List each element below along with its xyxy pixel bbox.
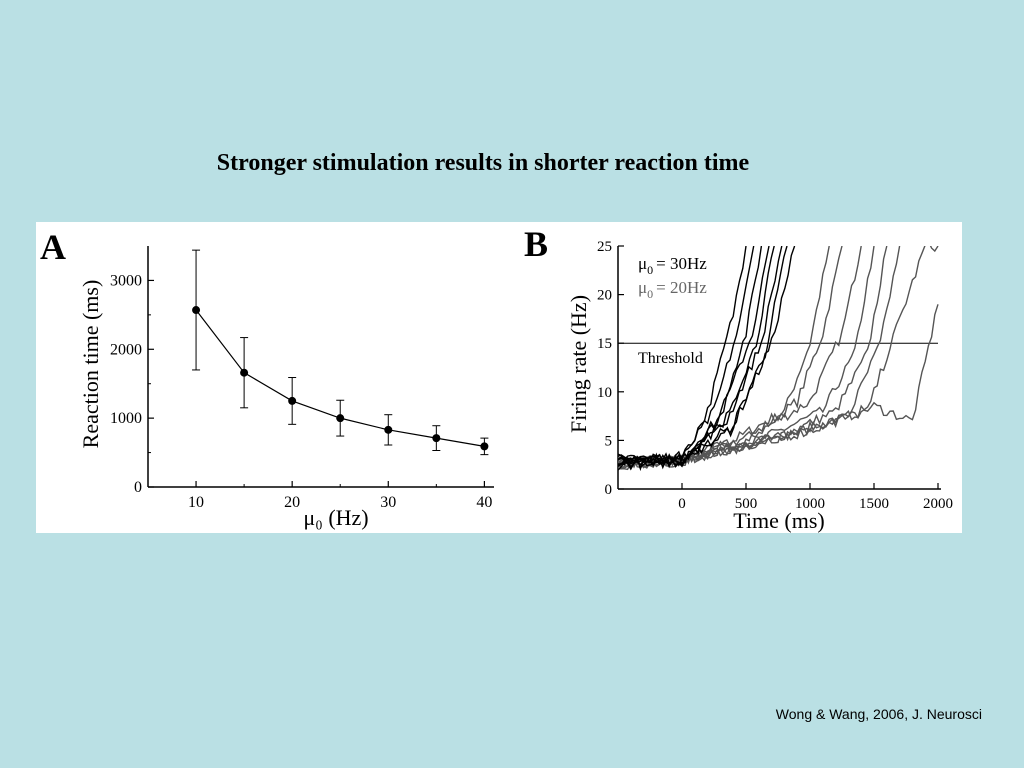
- legend-entry-30hz: μ0 = 30Hz: [638, 254, 707, 277]
- panel-b-y-tick-label: 5: [605, 433, 613, 449]
- panel-b-label: B: [524, 224, 548, 264]
- citation: Wong & Wang, 2006, J. Neurosci: [775, 706, 982, 722]
- panel-a-x-tick-label: 20: [284, 494, 300, 511]
- legend-entry-20hz: μ0 = 20Hz: [638, 278, 707, 301]
- panel-a-y-tick-label: 0: [134, 479, 142, 496]
- panel-b-x-tick-label: 2000: [923, 496, 953, 512]
- panel-a-data-point: [336, 414, 345, 423]
- panel-a-y-tick-label: 2000: [110, 341, 142, 358]
- panel-b-x-tick-label: 0: [678, 496, 686, 512]
- panel-a-y-tick-label: 1000: [110, 410, 142, 427]
- panel-a-x-tick-label: 40: [476, 494, 492, 511]
- panel-b-y-tick-label: 0: [605, 482, 613, 498]
- panel-a-data-point: [432, 434, 441, 443]
- panel-b-x-tick-label: 1000: [795, 496, 825, 512]
- panel-b-y-tick-label: 25: [597, 239, 612, 255]
- figure-svg: A Reaction time (ms) μ₀ (Hz) 10 20 30 40 0 10…: [40, 224, 953, 533]
- panel-a-chart: Reaction time (ms) μ₀ (Hz) 10 20 30 40 0 1000…: [78, 246, 494, 530]
- panel-a-label: A: [40, 227, 66, 267]
- threshold-label: Threshold: [638, 350, 703, 367]
- panel-b-ylabel: Firing rate (Hz): [566, 295, 591, 433]
- trace-30hz: [618, 246, 755, 466]
- trace-30hz: [618, 246, 788, 469]
- panel-a-data-point: [384, 425, 393, 434]
- panel-a-x-tick-label: 30: [380, 494, 396, 511]
- panel-b-xlabel: Time (ms): [733, 508, 824, 533]
- slide-title: Stronger stimulation results in shorter …: [216, 150, 750, 176]
- panel-a-xlabel: μ₀ (Hz): [303, 505, 368, 530]
- panel-a-data-point: [288, 396, 297, 405]
- figure-panel: A Reaction time (ms) μ₀ (Hz) 10 20 30 40 0 10…: [36, 222, 962, 533]
- trace-30hz: [618, 246, 783, 465]
- panel-b-y-tick-label: 15: [597, 336, 612, 352]
- panel-a-x-tick-label: 10: [188, 494, 204, 511]
- panel-a-data-point: [480, 442, 489, 451]
- panel-a-y-tick-label: 3000: [110, 272, 142, 289]
- trace-30hz: [618, 246, 796, 464]
- panel-a-ylabel: Reaction time (ms): [78, 280, 103, 449]
- panel-b-x-tick-label: 1500: [859, 496, 889, 512]
- panel-b-chart: Firing rate (Hz) Time (ms) Threshold μ0 =…: [566, 239, 953, 533]
- panel-b-y-tick-label: 10: [597, 385, 612, 401]
- legend: μ0 = 30Hz μ0 = 20Hz: [638, 254, 707, 301]
- panel-b-x-tick-label: 500: [735, 496, 758, 512]
- panel-b-y-tick-label: 20: [597, 288, 612, 304]
- panel-a-data-point: [240, 368, 249, 377]
- panel-a-data-point: [192, 306, 201, 315]
